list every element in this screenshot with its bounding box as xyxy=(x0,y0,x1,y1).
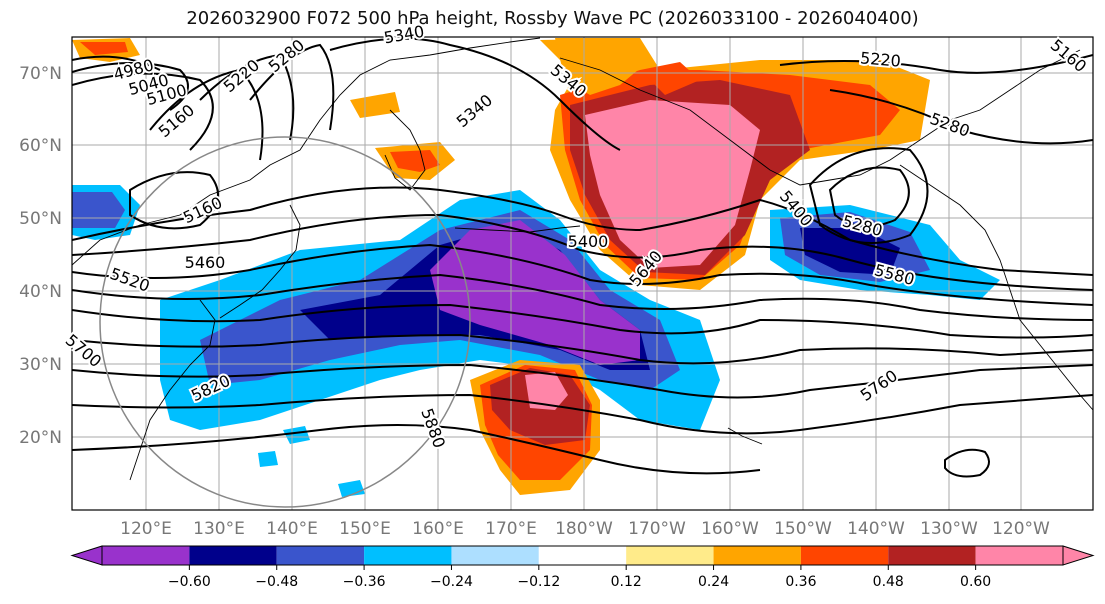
lon-tick-label: 120°W xyxy=(992,519,1050,539)
colorbar-tick-label: 0.36 xyxy=(785,574,816,590)
shade-cyan-blob-3 xyxy=(338,480,365,497)
shade-purple-band xyxy=(430,220,640,365)
colorbar-bin xyxy=(364,546,452,565)
contour-5100 xyxy=(72,72,214,151)
contour-5400 xyxy=(72,186,1093,276)
colorbar-bin xyxy=(102,546,190,565)
coast-japan xyxy=(219,204,301,319)
colorbar-extend-left xyxy=(70,545,103,566)
map-border xyxy=(71,36,1094,511)
contour-5760 xyxy=(72,363,1093,399)
lon-tick-label: 140°E xyxy=(266,519,318,539)
graticule xyxy=(72,37,1093,510)
height-contours xyxy=(72,37,1093,478)
latitude-labels: 70°N 60°N 50°N 40°N 30°N 20°N xyxy=(19,64,62,448)
lat-tick-label: 30°N xyxy=(19,355,62,375)
colorbar-tick-label: 0.24 xyxy=(698,574,729,590)
contour-5700 xyxy=(72,333,1093,365)
coastlines xyxy=(72,37,1093,481)
contour-5820 xyxy=(72,393,1093,435)
shade-cyan-blob-1 xyxy=(283,426,310,444)
colorbar-bin xyxy=(626,546,714,565)
colorbar-bin xyxy=(800,546,889,565)
contour-low-west xyxy=(129,171,219,230)
contour-label: 5460 xyxy=(185,253,226,272)
contour-label: 5400 xyxy=(568,232,609,251)
lon-tick-label: 160°E xyxy=(412,519,464,539)
figure-title: 2026032900 F072 500 hPa height, Rossby W… xyxy=(186,8,919,29)
lat-tick-label: 40°N xyxy=(19,282,62,302)
lat-tick-label: 60°N xyxy=(19,136,62,156)
contour-5520 xyxy=(72,243,1093,306)
colorbar-tick-label: −0.36 xyxy=(343,574,386,590)
contour-5640 xyxy=(72,303,1093,339)
shade-orange-top-center xyxy=(555,38,650,95)
shade-orange-okhotsk xyxy=(350,92,400,118)
colorbar-extend-right xyxy=(1062,545,1095,566)
lon-tick-label: 140°W xyxy=(847,519,905,539)
contour-5460 xyxy=(72,213,1093,291)
lon-tick-label: 130°W xyxy=(920,519,978,539)
colorbar-bin xyxy=(189,546,277,565)
lon-tick-label: 150°W xyxy=(774,519,832,539)
lon-tick-label: 130°E xyxy=(193,519,245,539)
longitude-labels: 120°E 130°E 140°E 150°E 160°E 170°E 180°W 170°W… xyxy=(120,519,1050,539)
colorbar-bin xyxy=(713,546,801,565)
colorbar-bin xyxy=(276,546,365,565)
shade-cyan-blob-2 xyxy=(258,451,278,467)
colorbar-bin xyxy=(451,546,539,565)
colorbar-tick-label: 0.12 xyxy=(611,574,642,590)
contour-label: 5220 xyxy=(859,48,901,70)
coast-hawaii xyxy=(727,427,763,445)
contour-low-east-inner xyxy=(828,166,910,228)
reference-circle xyxy=(99,136,471,508)
contour-5160 xyxy=(149,68,264,161)
contour-5280-west xyxy=(249,43,335,131)
contour-5340-north xyxy=(329,37,621,151)
contour-5580 xyxy=(72,273,1093,321)
lat-tick-label: 50°N xyxy=(19,209,62,229)
colorbar-tick-label: −0.60 xyxy=(168,574,211,590)
colorbar-tick-labels: −0.60 −0.48 −0.36 −0.24 −0.12 0.12 0.24 0.36 0.4… xyxy=(168,574,991,590)
lon-tick-label: 150°E xyxy=(339,519,391,539)
lat-tick-label: 20°N xyxy=(19,428,62,448)
lon-tick-label: 170°E xyxy=(485,519,537,539)
contour-4980 xyxy=(72,55,161,71)
colorbar-bin xyxy=(888,546,976,565)
colorbar-tick-label: −0.48 xyxy=(255,574,298,590)
colorbar-tick-label: 0.48 xyxy=(873,574,904,590)
colorbar xyxy=(70,545,1095,570)
shade-pink-alaska xyxy=(585,100,760,268)
shade-red-kamchatka xyxy=(390,150,440,172)
contour-5220-east xyxy=(779,54,1093,74)
shade-navy-band-east xyxy=(800,228,900,275)
coast-north-america-west xyxy=(899,164,1093,411)
lon-tick-label: 180°W xyxy=(555,519,613,539)
shade-pink-subtropical xyxy=(525,372,568,410)
colorbar-tick-label: −0.24 xyxy=(430,574,473,590)
coast-kamchatka xyxy=(384,109,426,191)
shade-red-top-left xyxy=(80,42,128,55)
coast-asia-mainland xyxy=(72,37,541,266)
lon-tick-label: 170°W xyxy=(628,519,686,539)
contour-5280-east xyxy=(829,89,1093,145)
map-content xyxy=(72,37,1093,510)
lat-tick-label: 70°N xyxy=(19,64,62,84)
contour-5880 xyxy=(72,424,761,475)
contour-5880-southeast xyxy=(944,448,990,478)
shade-red-top-center xyxy=(640,62,700,95)
shade-blue-west-edge xyxy=(72,192,125,228)
colorbar-tick-label: −0.12 xyxy=(517,574,560,590)
contour-5220-west xyxy=(199,53,295,141)
colorbar-bin xyxy=(538,546,627,565)
lon-tick-label: 160°W xyxy=(701,519,759,539)
colorbar-bin xyxy=(975,546,1063,565)
colorbar-tick-label: 0.60 xyxy=(960,574,991,590)
colorbar-outline xyxy=(101,545,1064,566)
lon-tick-label: 120°E xyxy=(120,519,172,539)
